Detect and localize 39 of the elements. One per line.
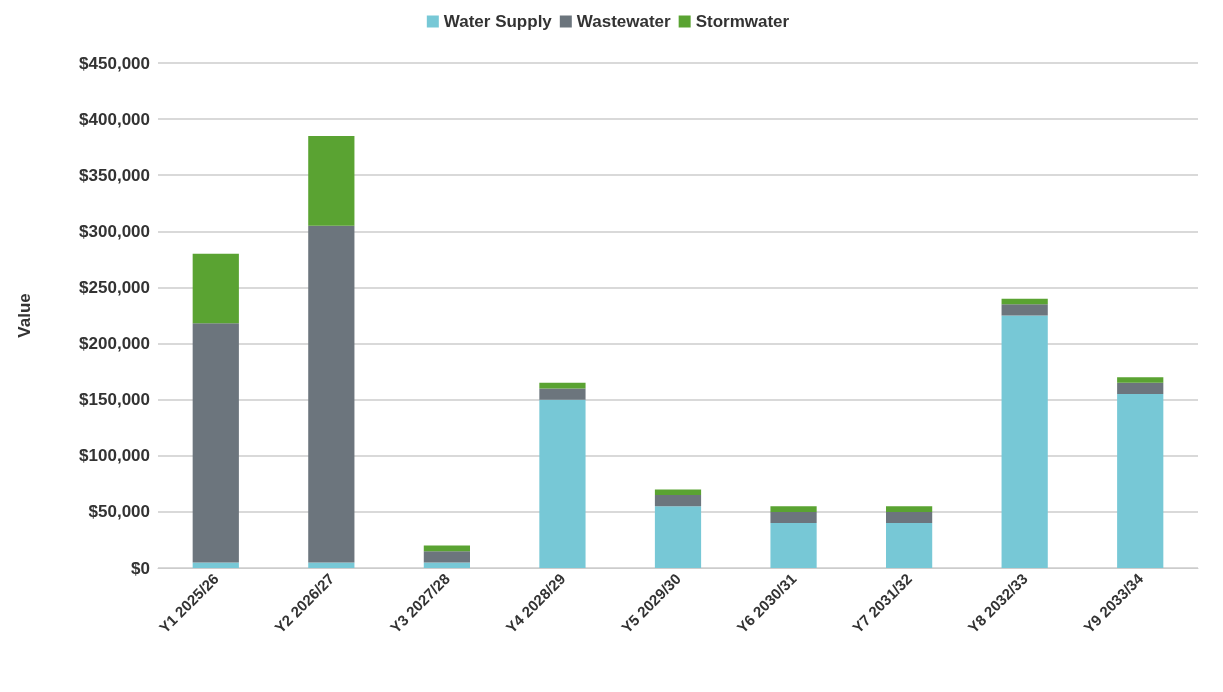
bar [886, 523, 933, 568]
bar [423, 551, 470, 563]
y-tick-label: $400,000 [79, 109, 150, 129]
y-tick-label: $200,000 [79, 334, 150, 354]
y-tick-label: $150,000 [79, 390, 150, 410]
bar [654, 489, 702, 496]
legend-label: Stormwater [695, 12, 790, 31]
bar [654, 495, 702, 507]
bar [1001, 315, 1048, 568]
bar [654, 506, 702, 568]
y-tick-label: $450,000 [79, 53, 150, 73]
y-axis-title: Value [15, 293, 34, 338]
bar [1117, 377, 1164, 383]
y-tick-label: $250,000 [79, 277, 150, 297]
bar [1001, 304, 1048, 316]
bar [192, 562, 239, 568]
bar [192, 323, 239, 563]
y-tick-label: $50,000 [88, 502, 150, 522]
bar [770, 511, 817, 524]
y-tick-label: $300,000 [79, 221, 150, 241]
y-tick-label: $0 [131, 558, 150, 578]
bar [770, 523, 817, 568]
bar [1117, 394, 1164, 568]
bar [308, 562, 355, 568]
bar [423, 562, 470, 568]
bar [539, 399, 586, 568]
bar [886, 511, 933, 524]
legend-label: Water Supply [443, 12, 553, 31]
bar [770, 506, 817, 512]
y-tick-label: $100,000 [79, 446, 150, 466]
bar [539, 388, 586, 400]
bar [886, 506, 933, 512]
legend-label: Wastewater [576, 12, 672, 31]
bar [308, 135, 355, 226]
bar [1117, 382, 1164, 395]
bar [192, 253, 239, 324]
y-tick-label: $350,000 [79, 165, 150, 185]
bar [308, 225, 355, 563]
bar [539, 382, 586, 389]
